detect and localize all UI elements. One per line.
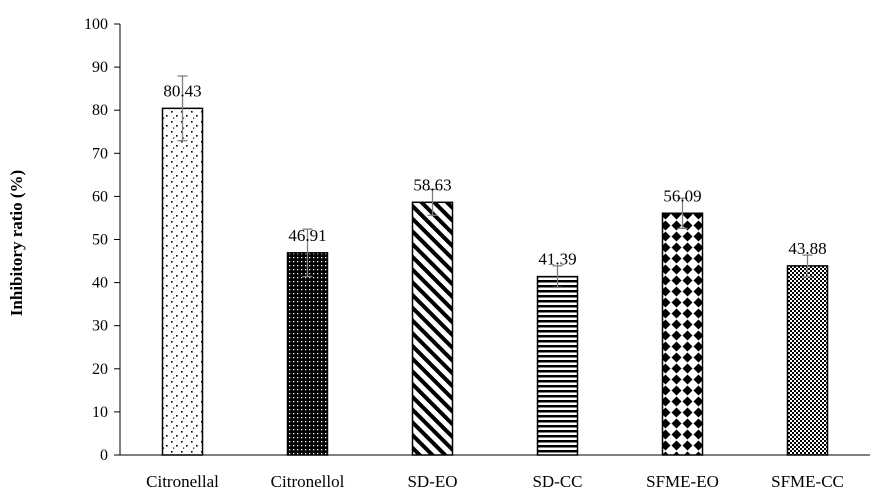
bar — [161, 107, 204, 456]
y-tick-label: 50 — [92, 232, 108, 249]
y-tick-label: 80 — [92, 102, 108, 119]
data-label: 58.63 — [413, 175, 451, 194]
x-tick-label: Citronellol — [271, 472, 345, 491]
bar — [411, 201, 454, 456]
y-tick-label: 0 — [100, 447, 108, 464]
bar — [661, 212, 704, 456]
bar — [286, 252, 329, 456]
bar — [536, 275, 579, 456]
y-axis-title: Inhibitory ratio (%) — [7, 170, 26, 316]
x-tick-label: SFME-CC — [771, 472, 844, 491]
x-tick-label: Citronellal — [146, 472, 219, 491]
data-label: 43.88 — [788, 239, 826, 258]
data-label: 46.91 — [288, 226, 326, 245]
axes: 0 10 20 30 40 50 60 70 80 90 100 Citronellal Citrone… — [84, 16, 870, 491]
y-tick-label: 90 — [92, 59, 108, 76]
y-tick-label: 20 — [92, 361, 108, 378]
y-tick-label: 70 — [92, 145, 108, 162]
bars: 80.43 46.91 58.63 41.39 56.09 43.88 — [161, 75, 829, 456]
y-tick-label: 60 — [92, 188, 108, 205]
y-tick-label: 30 — [92, 318, 108, 335]
x-tick-label: SD-CC — [532, 472, 582, 491]
data-label: 41.39 — [538, 250, 576, 269]
data-label: 80.43 — [163, 81, 201, 100]
bar — [786, 265, 829, 456]
data-label: 56.09 — [663, 186, 701, 205]
y-tick-label: 40 — [92, 275, 108, 292]
x-tick-label: SD-EO — [407, 472, 457, 491]
x-tick-label: SFME-EO — [646, 472, 719, 491]
y-tick-label: 100 — [84, 16, 108, 33]
y-tick-label: 10 — [92, 404, 108, 421]
